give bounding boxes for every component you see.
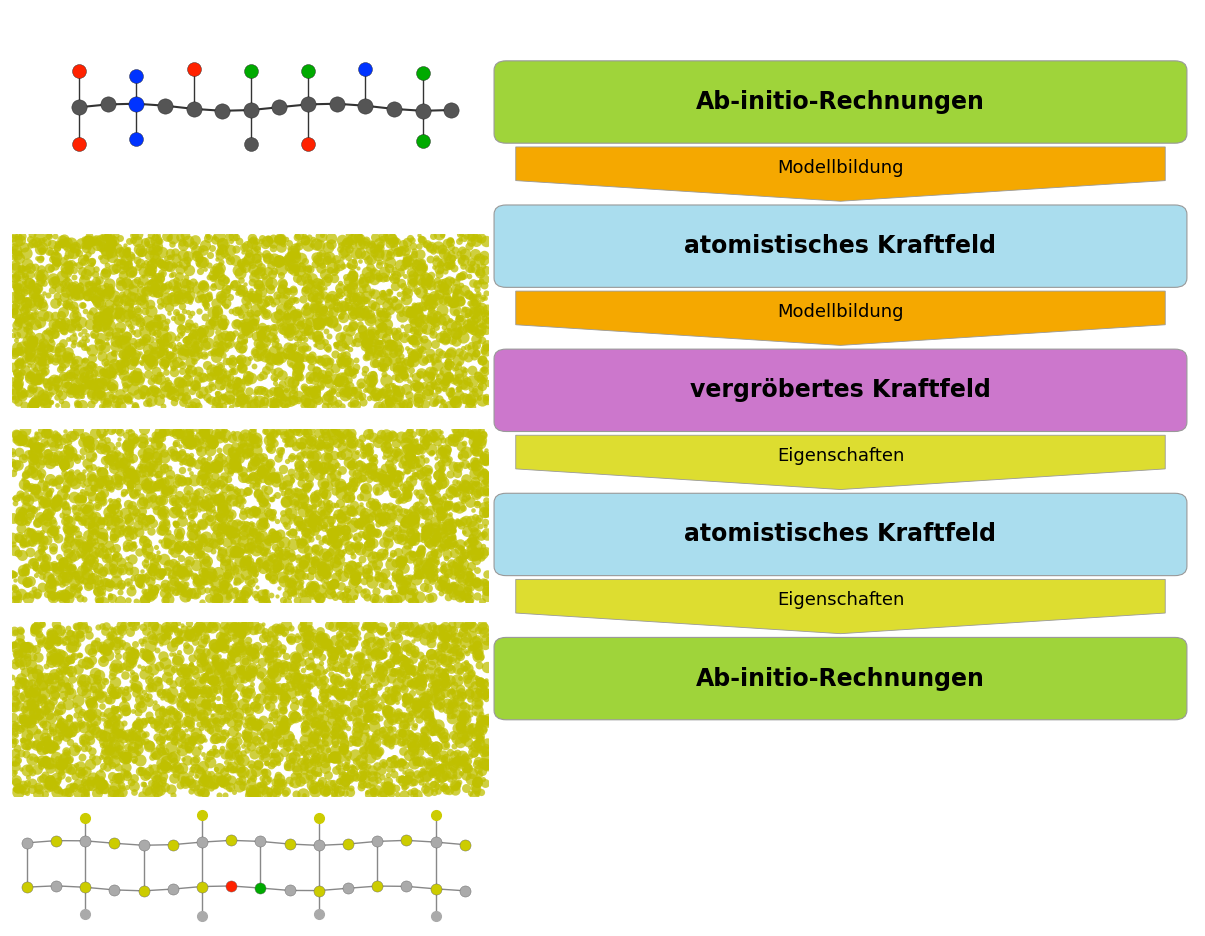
FancyBboxPatch shape <box>494 637 1187 720</box>
FancyBboxPatch shape <box>494 349 1187 431</box>
Text: Eigenschaften: Eigenschaften <box>777 591 904 609</box>
Text: atomistisches Kraftfeld: atomistisches Kraftfeld <box>684 522 997 547</box>
FancyBboxPatch shape <box>494 205 1187 287</box>
Polygon shape <box>516 579 1165 634</box>
Polygon shape <box>516 435 1165 490</box>
Text: Eigenschaften: Eigenschaften <box>777 446 904 465</box>
FancyBboxPatch shape <box>494 61 1187 143</box>
Text: Ab-initio-Rechnungen: Ab-initio-Rechnungen <box>696 90 984 114</box>
Polygon shape <box>516 147 1165 201</box>
Text: vergröbertes Kraftfeld: vergröbertes Kraftfeld <box>690 378 991 402</box>
Text: Ab-initio-Rechnungen: Ab-initio-Rechnungen <box>696 666 984 691</box>
Polygon shape <box>516 291 1165 345</box>
Text: atomistisches Kraftfeld: atomistisches Kraftfeld <box>684 234 997 258</box>
Text: Modellbildung: Modellbildung <box>777 302 904 321</box>
FancyBboxPatch shape <box>494 493 1187 576</box>
Text: Modellbildung: Modellbildung <box>777 158 904 177</box>
